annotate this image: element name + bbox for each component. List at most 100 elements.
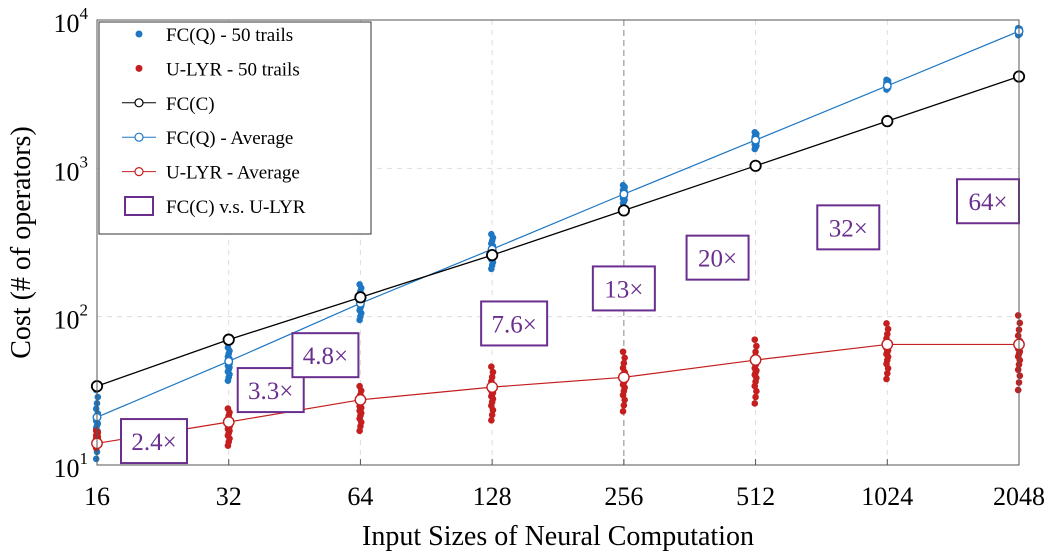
ratio-label: 4.8×: [303, 343, 348, 370]
ulyr_trials-dot: [753, 387, 760, 395]
fcq_trials-dot: [619, 181, 627, 189]
legend-item: FC(Q) - Average: [122, 128, 293, 149]
fcq_trials-dot: [92, 455, 100, 463]
fcq_trials-dot: [92, 405, 100, 413]
ratio-box: 7.6×: [480, 300, 549, 347]
series-lines: [96, 30, 1020, 444]
fcq_trials-dot: [94, 393, 102, 401]
ulyr_avg-marker: [354, 393, 367, 406]
ulyr_avg-marker: [486, 381, 499, 394]
fcc-marker: [749, 159, 762, 172]
ratio-box: 13×: [591, 265, 656, 312]
legend-item: FC(Q) - 50 trails: [135, 25, 293, 46]
x-tick-label: 512: [736, 482, 775, 511]
ratio-box-frame: [816, 204, 881, 251]
ulyr_trials-dot: [1016, 372, 1024, 380]
ratio-label: 3.3×: [248, 378, 293, 405]
plot-frame: [96, 19, 1020, 466]
ulyr_trials-dot: [356, 382, 363, 390]
y-tick-labels: 101 102 103 104: [54, 4, 89, 483]
ratio-box-frame: [591, 265, 656, 312]
ulyr_trials-dot: [621, 354, 628, 362]
legend-item: U-LYR - Average: [122, 163, 300, 184]
ulyr_trials-dot: [883, 375, 890, 383]
fcq_avg-marker: [751, 135, 761, 145]
ulyr_avg-line: [96, 343, 1019, 444]
ratio-box: 2.4×: [120, 418, 188, 465]
legend-label: U-LYR - Average: [166, 163, 300, 184]
fcq_trials-dot: [751, 128, 759, 136]
fcc-line: [96, 75, 1020, 387]
fcc-marker: [486, 249, 499, 262]
fcq_avg-marker: [882, 81, 892, 91]
ulyr_trials-dot: [488, 373, 496, 381]
ulyr_trials-dot: [620, 359, 628, 367]
ratio-box-frame: [956, 178, 1020, 225]
fcq_avg-marker: [224, 356, 234, 366]
ratio-label: 13×: [604, 276, 643, 303]
fcc-marker: [222, 333, 235, 346]
ulyr_trials-dot: [1014, 366, 1022, 374]
ulyr_trials-dot: [1014, 312, 1022, 319]
x-tick-label: 16: [84, 482, 110, 511]
ulyr_trials-dot: [488, 411, 496, 419]
ratio-box: 3.3×: [236, 367, 305, 414]
ratio-box-frame: [685, 234, 750, 281]
fcq_avg-marker: [619, 189, 629, 199]
ulyr_avg-marker: [749, 354, 762, 366]
ulyr_trials-dot: [752, 393, 759, 401]
ulyr_trials-dot: [1014, 386, 1022, 394]
fcc-marker: [881, 115, 894, 128]
ratio-box: 64×: [956, 178, 1020, 225]
ratio-label: 64×: [968, 189, 1007, 216]
ulyr_trials-dot: [883, 320, 890, 327]
fcc-marker: [617, 204, 630, 217]
fcq_trials-dot: [224, 344, 232, 351]
y-tick-label: 103: [54, 152, 89, 186]
y-tick-label: 104: [54, 4, 89, 38]
ratio-label: 7.6×: [491, 311, 536, 338]
legend-label: FC(C) v.s. U-LYR: [166, 197, 306, 218]
legend-circle: [134, 98, 144, 108]
y-tick-label: 101: [54, 449, 89, 483]
ulyr_trials-dot: [619, 408, 627, 415]
ratio-box-frame: [291, 332, 360, 379]
x-tick-label: 64: [347, 482, 373, 511]
x-tick-label: 32: [216, 482, 242, 511]
ulyr_avg-marker: [881, 338, 894, 351]
ratio-box-frame: [480, 300, 549, 347]
fcq_trials-dot: [488, 230, 495, 238]
ulyr_trials-dot: [752, 348, 759, 356]
legend-item: FC(C): [122, 94, 215, 115]
y-axis-title: Cost (# of operators): [6, 126, 37, 359]
ulyr_trials-dot: [1014, 332, 1022, 340]
legend-circle: [134, 132, 144, 142]
ulyr_trials-dot: [488, 417, 495, 424]
legend-circle: [134, 167, 144, 177]
ulyr_trials-dot: [883, 370, 891, 377]
fcq_avg-line: [96, 30, 1020, 418]
ulyr_trials-dot: [753, 342, 760, 350]
ratio-box: 20×: [685, 234, 750, 281]
fcc-marker: [354, 291, 367, 304]
x-tick-label: 256: [604, 482, 643, 511]
ulyr_trials-dot: [224, 405, 232, 412]
legend-item: FC(C) v.s. U-LYR: [124, 196, 306, 218]
y-tick-label: 102: [54, 301, 89, 335]
ulyr_trials-dot: [751, 336, 759, 343]
ratio-box: 32×: [816, 204, 881, 251]
x-tick-label: 1024: [861, 482, 913, 511]
ulyr_trials-dot: [1016, 319, 1024, 327]
legend-label: U-LYR - 50 trails: [166, 59, 300, 80]
ulyr_avg-marker: [222, 416, 235, 428]
legend-dot: [135, 64, 143, 72]
legend-dot: [135, 30, 143, 38]
ratio-box: 4.8×: [291, 332, 360, 379]
legend-box: [124, 196, 154, 216]
legend-label: FC(C): [166, 94, 215, 115]
ulyr_trials-dot: [751, 400, 759, 407]
ratio-label: 20×: [698, 246, 737, 273]
ratio-box-frame: [120, 418, 188, 465]
legend-label: FC(Q) - Average: [166, 128, 293, 149]
